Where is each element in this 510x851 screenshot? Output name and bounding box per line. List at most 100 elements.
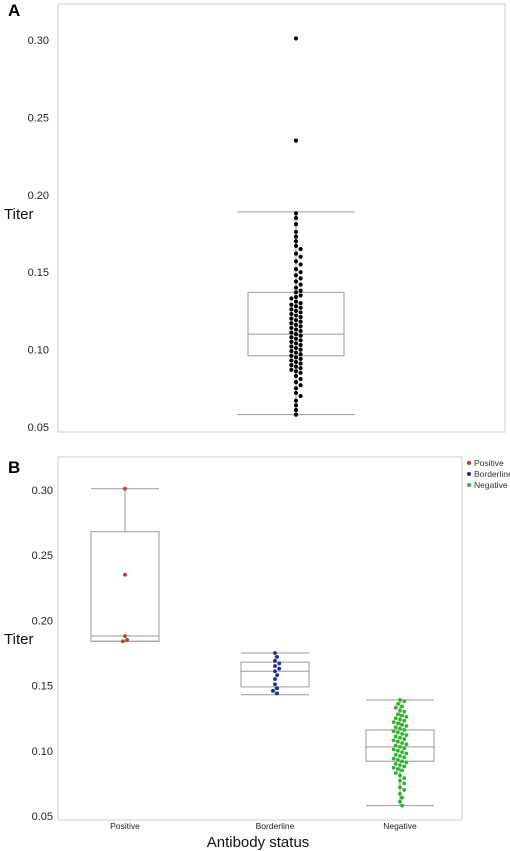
panel-a-data-point [289,344,294,349]
panel-a-y-ticks: 0.05 0.10 0.15 0.20 0.25 0.30 [28,35,49,434]
panel-a-y-tick-label: 0.20 [28,190,49,202]
panel-a-data-point [293,294,299,300]
panel-a-data-point [293,341,299,346]
panel-a-data-point [293,398,299,403]
panel-b-borderline-data-point [275,691,279,696]
panel-b-negative-data-point [402,728,407,732]
panel-b-negative-data-point [400,731,404,736]
panel-b-series-borderline [271,651,282,696]
panel-b-borderline-data-point [273,651,277,655]
panel-a-data-point [293,234,299,239]
panel-a-points [289,36,303,417]
panel-a-data-point [298,352,303,357]
panel-b-boxplots [90,488,435,807]
panel-b-negative-data-point [396,767,400,771]
panel-a-y-axis-title: Titer [4,206,33,223]
panel-a-data-point [289,339,294,344]
panel-a-data-point [293,211,299,216]
panel-a-data-point [289,311,294,317]
panel-b-x-axis-title: Antibody status [207,834,310,851]
panel-b-negative-data-point [400,768,404,773]
panel-b-negative-data-point [398,778,402,783]
panel-b-y-ticks: 0.05 0.10 0.15 0.20 0.25 0.30 [32,485,53,823]
panel-a-data-point [298,370,303,375]
panel-a-data-point [289,325,294,331]
panel-b-category-labels: Positive Borderline Negative [110,821,417,831]
panel-b-negative-data-point [402,776,407,781]
panel-b-negative-box [365,699,435,807]
panel-a-y-tick-label: 0.30 [28,35,49,47]
legend-label-positive: Positive [474,458,504,468]
panel-a-data-point [289,353,294,358]
panel-b-negative-data-point [398,735,402,740]
panel-b-negative-data-point [400,713,404,718]
panel-a-data-point [293,313,299,318]
legend-label-borderline: Borderline [474,469,510,479]
panel-a-data-point [293,318,299,323]
panel-a-data-point [289,335,294,340]
panel-b-negative-data-point [393,716,398,721]
panel-b-negative-data-point [398,754,402,758]
panel-b-negative-data-point [391,729,396,734]
panel-a-data-point [298,338,303,343]
panel-a-data-point [293,243,299,248]
panel-b-borderline-data-point [273,664,277,668]
panel-a-data-point [293,412,299,417]
panel-b-negative-data-point [398,763,402,768]
panel-a-data-point [298,324,303,329]
panel-b-category-label-negative: Negative [383,821,417,831]
panel-b-points [121,486,409,808]
panel-b-negative-data-point [400,750,404,755]
panel-a-data-point [293,215,299,221]
panel-a-data-point [293,229,299,235]
panel-b-borderline-data-point [273,669,277,674]
panel-b-series-positive [121,486,129,644]
panel-b-borderline-data-point [273,677,277,681]
panel-b-negative-data-point [393,734,398,739]
panel-a-data-point [293,259,299,264]
panel-b-negative-data-point [391,738,396,743]
panel-b-borderline-data-point [275,673,279,678]
panel-b-negative-data-point [400,722,404,727]
panel-a-data-point [298,276,303,281]
panel-a-data-point [289,296,294,301]
panel-b-negative-data-point [400,741,404,745]
panel-a-data-point [293,390,299,396]
panel-b-borderline-data-point [275,655,279,659]
panel-b-positive-data-point [123,486,127,491]
panel-a-data-point [293,304,299,309]
panel-a-label: A [8,1,20,20]
panel-b-negative-data-point [393,705,398,710]
panel-b-negative-data-point [396,730,400,735]
panel-b-negative-data-point [404,742,409,747]
panel-a-data-point [293,373,299,379]
panel-a-data-point [289,362,294,368]
panel-a-data-point [293,290,299,295]
panel-b-negative-data-point [404,724,409,728]
panel-a-data-point [289,307,294,312]
panel-a-data-point [293,345,299,351]
panel-a-data-point [298,288,303,293]
panel-b-y-axis-title: Titer [4,631,33,648]
panel-b-negative-data-point [398,698,402,702]
panel-b-negative-data-point [404,714,409,719]
panel-b-negative-data-point [398,726,402,731]
panel-a-data-point [293,36,299,41]
panel-b-negative-data-point [402,746,407,751]
panel-b-y-tick-label: 0.05 [32,811,53,823]
panel-a-data-point [298,376,303,382]
legend-label-negative: Negative [474,480,508,490]
panel-b-negative-data-point [396,721,400,726]
panel-a-data-point [293,403,299,408]
panel-b-category-label-positive: Positive [110,821,140,831]
panel-a-data-point [298,319,303,324]
panel-b-negative-data-point [398,773,402,778]
panel-a-data-point [298,347,303,352]
panel-a-y-tick-label: 0.15 [28,267,49,279]
panel-b-negative-data-point [402,709,407,714]
panel-a-data-point [289,367,294,372]
panel-b-negative-data-point [391,720,396,725]
panel-b-negative-data-point [391,756,396,761]
panel-b-y-tick-label: 0.10 [32,746,53,758]
panel-b-negative-data-point [402,755,407,760]
